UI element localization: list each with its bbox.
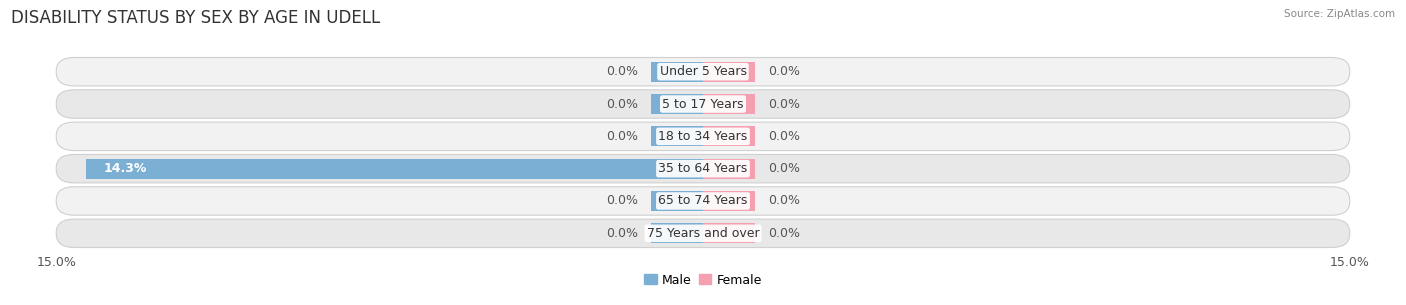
Text: 65 to 74 Years: 65 to 74 Years — [658, 195, 748, 207]
Bar — [703, 191, 755, 211]
Text: 0.0%: 0.0% — [606, 98, 638, 110]
Bar — [703, 62, 755, 82]
Text: 35 to 64 Years: 35 to 64 Years — [658, 162, 748, 175]
Legend: Male, Female: Male, Female — [644, 274, 762, 287]
Bar — [651, 62, 703, 82]
Text: 0.0%: 0.0% — [768, 195, 800, 207]
Text: 0.0%: 0.0% — [768, 227, 800, 240]
Text: 0.0%: 0.0% — [606, 195, 638, 207]
Text: 0.0%: 0.0% — [768, 98, 800, 110]
Text: 75 Years and over: 75 Years and over — [647, 227, 759, 240]
Text: 14.3%: 14.3% — [104, 162, 148, 175]
Text: Source: ZipAtlas.com: Source: ZipAtlas.com — [1284, 9, 1395, 19]
Text: 5 to 17 Years: 5 to 17 Years — [662, 98, 744, 110]
Text: 0.0%: 0.0% — [768, 130, 800, 143]
Bar — [703, 223, 755, 243]
Bar — [651, 126, 703, 146]
FancyBboxPatch shape — [56, 187, 1350, 215]
Bar — [651, 191, 703, 211]
FancyBboxPatch shape — [56, 219, 1350, 248]
Text: 0.0%: 0.0% — [606, 65, 638, 78]
FancyBboxPatch shape — [56, 154, 1350, 183]
FancyBboxPatch shape — [56, 57, 1350, 86]
Text: DISABILITY STATUS BY SEX BY AGE IN UDELL: DISABILITY STATUS BY SEX BY AGE IN UDELL — [11, 9, 381, 27]
FancyBboxPatch shape — [56, 122, 1350, 151]
Text: Under 5 Years: Under 5 Years — [659, 65, 747, 78]
Bar — [651, 223, 703, 243]
Text: 0.0%: 0.0% — [606, 227, 638, 240]
Bar — [703, 159, 755, 179]
Bar — [651, 94, 703, 114]
Bar — [703, 126, 755, 146]
Text: 0.0%: 0.0% — [768, 162, 800, 175]
Bar — [703, 94, 755, 114]
Bar — [86, 159, 703, 179]
Text: 0.0%: 0.0% — [768, 65, 800, 78]
Text: 18 to 34 Years: 18 to 34 Years — [658, 130, 748, 143]
Text: 0.0%: 0.0% — [606, 130, 638, 143]
FancyBboxPatch shape — [56, 90, 1350, 118]
